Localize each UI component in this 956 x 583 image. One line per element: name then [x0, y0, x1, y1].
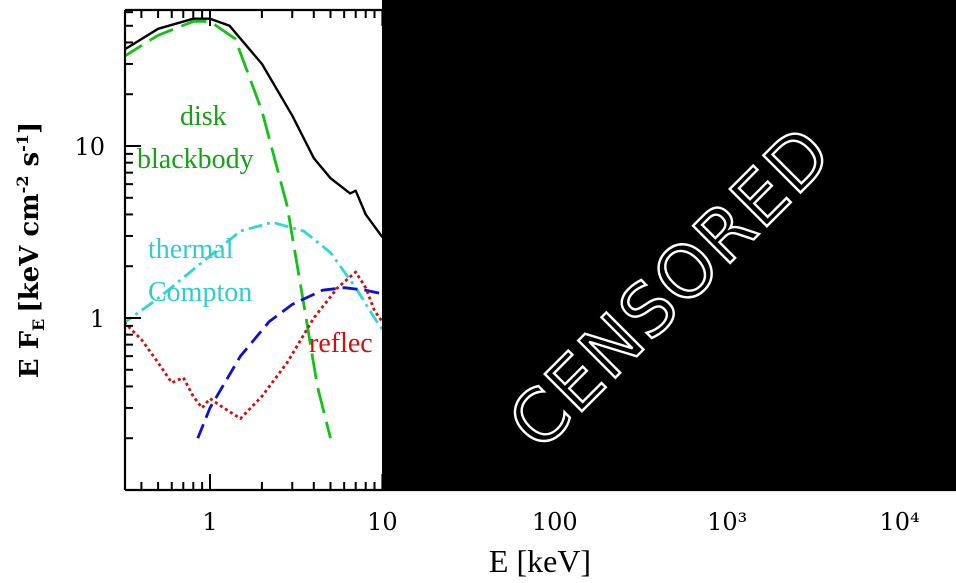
- x-tick-label: 10⁴: [880, 508, 920, 536]
- annotation-disk1: disk: [180, 101, 227, 132]
- y-axis-label-units-end: ]: [15, 122, 45, 134]
- annotations: disk blackbody thermal Compton reflec: [137, 101, 373, 359]
- x-tick-label: 1: [202, 508, 217, 536]
- censor-rectangle: [382, 0, 956, 490]
- annotation-comp1: thermal: [148, 234, 234, 265]
- plot-area: [125, 17, 384, 439]
- y-axis-label-units: [keV cm: [15, 193, 45, 312]
- y-axis-label-units-mid: s: [15, 152, 45, 176]
- tick-labels: 1 10 100 10³ 10⁴ 1 10: [74, 133, 919, 536]
- y-axis-label-exp2: -1: [13, 134, 32, 152]
- annotation-comp2: Compton: [148, 277, 252, 308]
- x-tick-label: 100: [532, 508, 578, 536]
- y-axis-label-exp1: -2: [13, 176, 32, 194]
- y-axis-label-sub: E: [29, 319, 48, 331]
- y-axis-label-main: E F: [15, 330, 45, 378]
- series-compton-line: [125, 220, 384, 331]
- y-tick-label: 10: [74, 133, 105, 161]
- x-tick-label: 10³: [707, 508, 747, 536]
- censor-block: CENSORED: [382, 0, 956, 490]
- x-tick-label: 10: [367, 508, 398, 536]
- annotation-refl: reflec: [309, 328, 373, 359]
- series-total-line: [125, 17, 384, 238]
- y-axis-label: E FE [keV cm-2 s-1]: [13, 122, 48, 379]
- x-axis-label: E [keV]: [489, 543, 591, 579]
- y-tick-label: 1: [90, 305, 105, 333]
- series-blue-line: [196, 286, 383, 439]
- annotation-disk2: blackbody: [137, 144, 254, 175]
- series-reflection-line: [125, 270, 384, 420]
